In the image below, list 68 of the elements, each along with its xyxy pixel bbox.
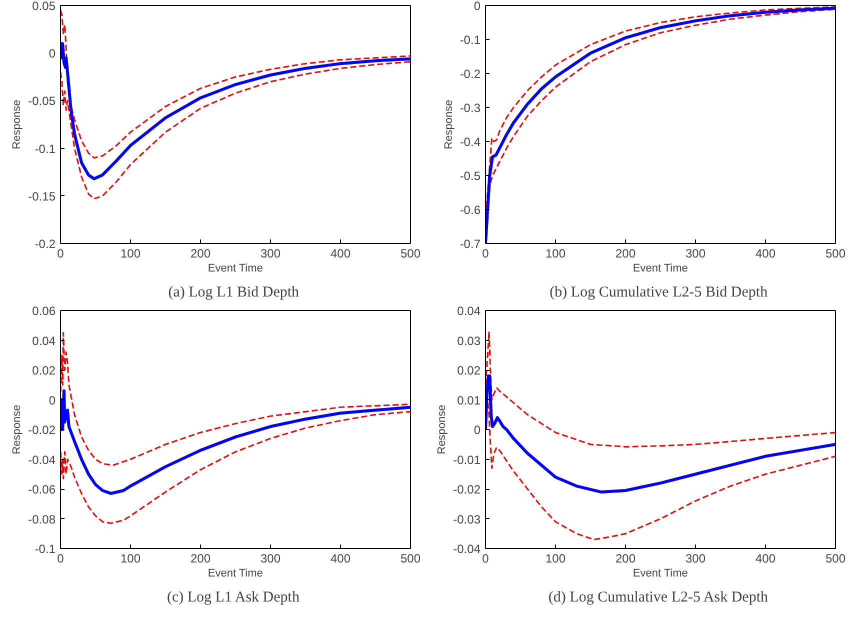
y-tick-label: -0.1 — [34, 542, 56, 556]
y-tick-label: -0.5 — [460, 169, 481, 183]
x-tick-label: 0 — [57, 246, 64, 260]
y-tick-label: 0.02 — [457, 364, 481, 378]
x-tick-label: 200 — [615, 552, 636, 566]
x-tick-label: 100 — [120, 246, 141, 260]
x-tick-label: 400 — [755, 552, 776, 566]
x-tick-label: 400 — [330, 552, 351, 566]
y-tick-label: -0.1 — [34, 142, 56, 156]
y-tick-label: -0.04 — [28, 452, 56, 467]
y-tick-label: 0.03 — [457, 334, 481, 348]
y-tick-label: 0.04 — [457, 304, 481, 318]
x-tick-label: 0 — [482, 246, 490, 260]
x-tick-label: 300 — [685, 552, 706, 566]
text: (c) Log L1 Ask Depth — [166, 590, 300, 606]
y-tick-label: -0.7 — [460, 237, 481, 251]
y-tick-label: 0.05 — [32, 0, 56, 13]
y-axis-title: Response — [442, 100, 455, 150]
x-tick-label: 0 — [482, 552, 490, 566]
text: (d) Log Cumulative L2-5 Ask Depth — [548, 590, 768, 606]
y-tick-label: 0.04 — [32, 334, 56, 348]
y-tick-label: -0.04 — [453, 542, 481, 556]
y-tick-label: -0.1 — [460, 33, 481, 47]
y-tick-label: -0.03 — [453, 512, 481, 526]
y-tick-label: -0.02 — [28, 423, 56, 437]
x-axis-title: Event Time — [632, 568, 688, 580]
x-tick-label: 500 — [825, 246, 846, 260]
y-tick-label: 0 — [474, 0, 481, 13]
x-tick-label: 400 — [330, 246, 351, 260]
text: (a) Log L1 Bid Depth — [168, 284, 300, 300]
x-axis-title: Event Time — [208, 262, 263, 274]
y-tick-label: -0.3 — [460, 101, 481, 115]
x-tick-label: 100 — [545, 246, 566, 260]
x-tick-label: 200 — [615, 246, 636, 260]
x-tick-label: 300 — [685, 246, 706, 260]
y-tick-label: 0.06 — [32, 304, 56, 318]
x-tick-label: 200 — [190, 552, 211, 566]
x-tick-label: 500 — [400, 246, 421, 260]
y-axis-title: Response — [11, 404, 24, 454]
y-tick-label: -0.05 — [28, 94, 56, 108]
x-tick-label: 500 — [825, 552, 846, 566]
x-tick-label: 0 — [57, 552, 64, 566]
y-tick-label: -0.4 — [460, 135, 481, 149]
y-tick-label: 0 — [48, 46, 56, 61]
x-axis-title: Event Time — [208, 568, 263, 580]
y-tick-label: -0.2 — [34, 237, 56, 251]
x-tick-label: 500 — [400, 552, 421, 566]
x-tick-label: 200 — [190, 246, 211, 260]
y-tick-label: -0.06 — [28, 482, 56, 496]
y-tick-label: 0.02 — [32, 364, 56, 378]
y-axis-title: Response — [436, 404, 448, 454]
y-tick-label: -0.6 — [460, 203, 481, 217]
x-tick-label: 300 — [260, 552, 281, 566]
y-tick-label: -0.2 — [460, 67, 481, 81]
y-tick-label: -0.15 — [28, 189, 56, 204]
y-tick-label: 0.01 — [457, 393, 481, 408]
x-tick-label: 100 — [120, 552, 141, 566]
y-tick-label: -0.08 — [28, 512, 56, 526]
y-tick-label: -0.01 — [453, 452, 481, 467]
x-tick-label: 100 — [545, 552, 566, 566]
x-tick-label: 400 — [755, 246, 776, 260]
y-tick-label: 0 — [48, 393, 56, 408]
y-tick-label: 0 — [474, 423, 481, 437]
x-tick-label: 300 — [260, 246, 281, 260]
text: (b) Log Cumulative L2-5 Bid Depth — [550, 284, 768, 300]
x-axis-title: Event Time — [632, 262, 688, 274]
y-tick-label: -0.02 — [453, 482, 481, 496]
y-axis-title: Response — [11, 100, 24, 150]
